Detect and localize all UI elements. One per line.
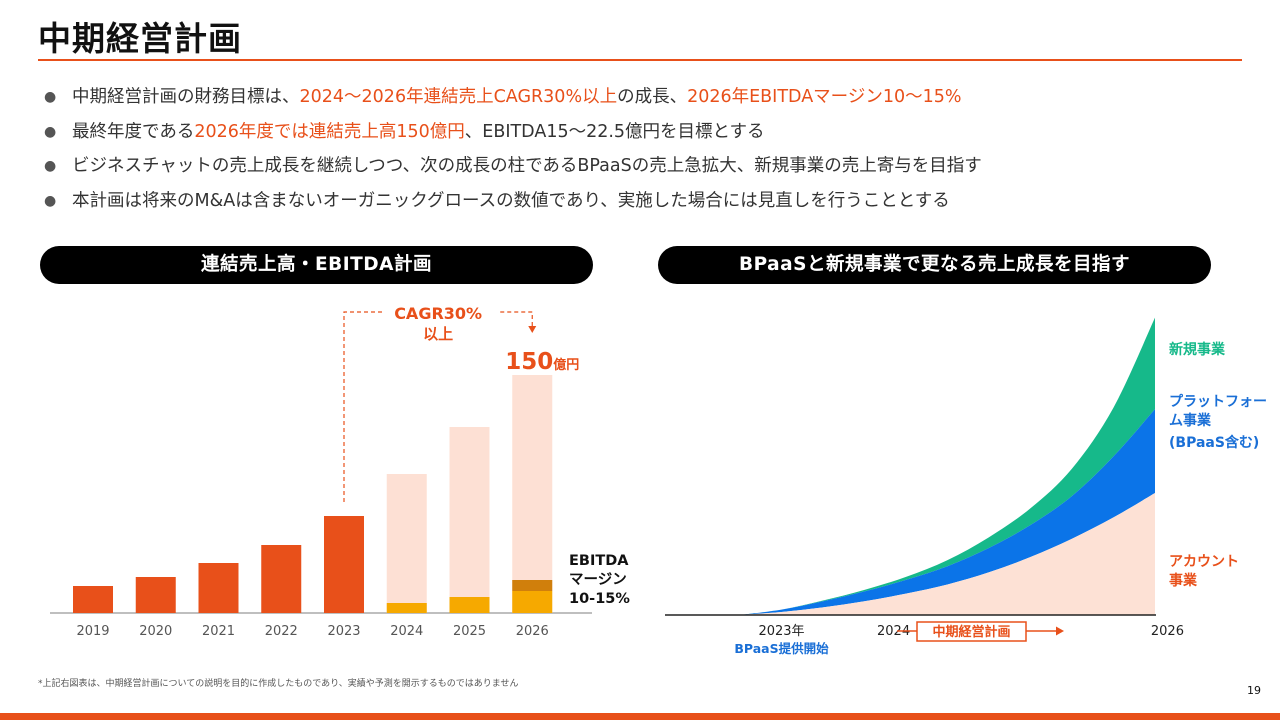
title-divider <box>38 59 1242 61</box>
cagr-bracket-right <box>500 311 533 328</box>
target-unit: 億円 <box>553 357 579 373</box>
series-label: ム事業 <box>1169 412 1212 429</box>
x-tick-label: 2019 <box>76 624 109 639</box>
bullet-dot-icon: ● <box>44 89 57 105</box>
bullet-dot-icon: ● <box>44 123 57 140</box>
platform-business-area <box>740 409 1155 615</box>
account-business-area <box>740 493 1155 615</box>
revenue-bar <box>261 545 302 613</box>
bullet-dot-icon: ● <box>44 158 57 174</box>
ebitda-margin-label: 10-15% <box>569 591 630 607</box>
page-title: 中期経営計画 <box>38 19 242 58</box>
revenue-bar <box>73 586 113 613</box>
page-number: 19 <box>1247 684 1261 697</box>
bullet-highlight-text: 2026年EBITDAマージン10〜15% <box>687 87 962 107</box>
right-panel-header: BPaaSと新規事業で更なる売上成長を目指す <box>658 246 1211 284</box>
ebitda-bar <box>512 591 553 613</box>
x-tick-label: 2025 <box>453 624 486 639</box>
planned-revenue-bar <box>512 375 553 613</box>
bullet-item: ● 最終年度である2026年度では連結売上高150億円、EBITDA15〜22.5… <box>44 119 1244 154</box>
bullet-text: 本計画は将来のM&Aは含まないオーガニックグロースの数値であり、実施した場合には… <box>72 190 950 211</box>
x-tick-label: 2026 <box>1151 624 1184 639</box>
bullet-highlight-text: 2024〜2026年連結売上CAGR30%以上 <box>299 87 618 107</box>
revenue-ebitda-bar-chart: 2019 2020 2021 2022 2023 2024 2025 2026 CAGR30% 以… <box>50 304 630 639</box>
bottom-accent-bar <box>0 713 1280 720</box>
bullet-item: ● 本計画は将来のM&Aは含まないオーガニックグロースの数値であり、実施した場合に… <box>44 188 1244 223</box>
x-tick-label: 2024 <box>877 624 910 639</box>
footnote: *上記右図表は、中期経営計画についての説明を目的に作成したものであり、実績や予測… <box>38 679 519 689</box>
ebitda-margin-label: マージン <box>569 572 627 588</box>
series-label: 新規事業 <box>1169 341 1226 358</box>
bullet-dot-icon: ● <box>44 192 57 209</box>
planned-revenue-bar <box>386 474 427 613</box>
x-tick-label: 2020 <box>139 624 172 639</box>
x-tick-label: 2022 <box>265 624 298 639</box>
revenue-bar <box>324 516 364 613</box>
x-tick-label: 2026 <box>516 624 549 639</box>
revenue-bar <box>135 577 176 613</box>
cagr-sublabel: 以上 <box>423 325 453 343</box>
bullet-text: 、EBITDA15〜22.5億円を目標とする <box>464 121 765 142</box>
ebitda-bar <box>386 603 427 613</box>
bullet-text: の成長、 <box>617 87 688 107</box>
series-label: 事業 <box>1169 572 1198 589</box>
series-label: プラットフォー <box>1169 394 1267 410</box>
business-growth-area-chart: 2023年 2024 2026 BPaaS提供開始 中期経営計画 新規事業プラットフォーム… <box>665 317 1267 656</box>
bullet-item: ● 中期経営計画の財務目標は、2024〜2026年連結売上CAGR30%以上の成長… <box>44 84 1244 119</box>
revenue-bar <box>198 563 239 613</box>
ebitda-upper-bar <box>512 580 553 591</box>
x-tick-label: 2024 <box>390 624 423 639</box>
cagr-label: CAGR30% <box>394 304 482 323</box>
series-label: アカウント <box>1169 554 1239 570</box>
x-tick-label: 2021 <box>202 624 235 639</box>
bullet-text: 中期経営計画の財務目標は、 <box>72 87 300 107</box>
bullet-list: ● 中期経営計画の財務目標は、2024〜2026年連結売上CAGR30%以上の成長… <box>44 84 1244 222</box>
bullet-text: 最終年度である <box>72 121 195 142</box>
series-label: (BPaaS含む) <box>1169 434 1259 451</box>
ebitda-margin-label: EBITDA <box>569 553 629 569</box>
target-value: 150 <box>505 349 553 375</box>
bullet-highlight-text: 2026年度では連結売上高150億円 <box>194 121 465 142</box>
x-tick-label: 2023 <box>327 624 360 639</box>
left-panel-header: 連結売上高・EBITDA計画 <box>40 246 593 284</box>
cagr-arrow-icon <box>528 326 537 333</box>
x-tick-label: 2023年 <box>758 624 804 639</box>
bullet-item: ● ビジネスチャットの売上成長を継続しつつ、次の成長の柱であるBPaaSの売上急拡… <box>44 153 1244 188</box>
bpaas-launch-label: BPaaS提供開始 <box>734 641 829 656</box>
plan-label: 中期経営計画 <box>932 624 1010 640</box>
target-value-label: 150億円 <box>505 349 579 375</box>
plan-arrow-icon <box>1056 626 1064 636</box>
ebitda-bar <box>449 597 490 613</box>
cagr-bracket-left <box>343 311 384 502</box>
planned-revenue-bar <box>449 427 490 613</box>
bullet-text: ビジネスチャットの売上成長を継続しつつ、次の成長の柱であるBPaaSの売上急拡大… <box>72 156 982 176</box>
